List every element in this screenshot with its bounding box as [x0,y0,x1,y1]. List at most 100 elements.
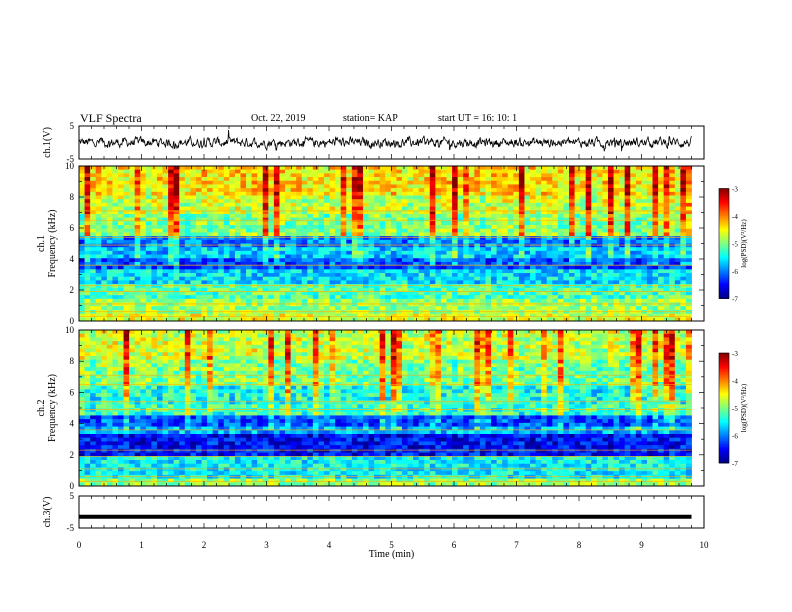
spectrogram-cell [129,202,136,207]
spectrogram-cell [546,298,553,303]
spectrogram-cell [212,306,219,311]
spectrogram-cell [84,265,91,270]
spectrogram-cell [240,228,247,233]
spectrogram-cell [485,280,492,285]
spectrogram-cell [557,213,564,219]
spectrogram-cell [407,258,414,263]
spectrogram-cell [569,243,575,248]
spectrogram-cell [318,236,325,241]
spectrogram-cell [351,236,358,241]
spectrogram-cell [290,217,297,222]
spectrogram-cell [273,291,280,296]
spectrogram-cell [429,254,436,259]
spectrogram-cell [524,280,531,285]
spectrogram-cell [84,195,91,200]
spectrogram-cell [424,213,431,219]
spectrogram-cell [329,213,336,219]
spectrogram-cell [312,206,319,211]
spectrogram-cell [557,188,564,193]
spectrogram-cell [468,180,475,185]
spectrogram-cell [357,250,364,255]
spectrogram-cell [379,313,386,318]
spectrogram-cell [429,280,436,285]
spectrogram-cell [212,243,219,248]
spectrogram-cell [613,284,620,289]
spectrogram-cell [418,188,425,193]
spectrogram-cell [602,247,609,252]
spectrogram-cell [307,213,314,219]
spectrogram-cell [240,213,247,219]
spectrogram-cell [112,258,119,263]
spectrogram-cell [513,258,520,263]
spectrogram-cell [218,173,225,178]
spectrogram-cell [468,232,475,237]
spectrogram-cell [290,330,297,335]
spectrogram-cell [285,269,291,274]
spectrogram-cell [162,195,169,200]
spectrogram-cell [435,265,442,270]
spectrogram-cell [79,306,85,311]
spectrogram-cell [669,243,676,248]
spectrogram-cell [613,313,620,318]
spectrogram-cell [240,191,247,196]
spectrogram-cell [117,273,124,278]
spectrogram-cell [624,295,631,300]
y-tick-label: 6 [70,223,75,233]
spectrogram-cell [496,188,503,193]
spectrogram-cell [457,177,464,182]
spectrogram-cell [685,284,692,289]
spectrogram-cell [485,177,492,182]
spectrogram-cell [674,302,681,307]
spectrogram-cell [646,250,653,255]
spectrogram-cell [385,173,392,178]
spectrogram-cell [95,184,102,189]
spectrogram-cell [95,239,102,244]
spectrogram-cell [429,206,436,211]
spectrogram-cell [324,173,330,178]
spectrogram-cell [468,199,475,204]
spectrogram-cell [530,261,536,267]
spectrogram-cell [596,287,603,292]
spectrogram-cell [580,269,587,274]
spectrogram-cell [457,210,464,215]
spectrogram-cell [379,276,386,281]
spectrogram-cell [546,188,553,193]
spectrogram-cell [452,276,459,281]
spectrogram-cell [646,247,653,252]
spectrogram-cell [385,247,392,252]
spectrogram-cell [685,177,692,182]
spectrogram-cell [318,247,325,252]
spectrogram-cell [440,298,447,303]
spectrogram-cell [585,273,592,278]
spectrogram-cell [396,191,403,196]
spectrogram-cell [374,306,381,311]
spectrogram-cell [140,265,147,270]
spectrogram-cell [156,287,163,292]
spectrogram-cell [552,295,559,300]
spectrogram-cell [357,166,364,171]
spectrogram-cell [607,284,614,289]
spectrogram-cell [513,295,520,300]
spectrogram-cell [173,276,180,281]
spectrogram-cell [179,317,186,322]
spectrogram-cell [95,291,102,296]
spectrogram-cell [212,276,219,281]
spectrogram-cell [557,210,564,215]
spectrogram-cell [324,217,330,222]
spectrogram-cell [296,265,303,270]
spectrogram-cell [396,330,403,335]
spectrogram-cell [457,184,464,189]
spectrogram-cell [329,221,336,226]
spectrogram-cell [318,239,325,244]
spectrogram-cell [207,228,214,233]
spectrogram-cell [613,213,620,219]
spectrogram-cell [318,269,325,274]
spectrogram-cell [201,228,208,233]
spectrogram-cell [390,173,397,178]
spectrogram-cell [212,330,219,335]
spectrogram-cell [251,210,258,215]
spectrogram-cell [368,287,375,292]
spectrogram-cell [385,232,392,237]
spectrogram-cell [374,188,381,193]
spectrogram-cell [101,180,108,185]
